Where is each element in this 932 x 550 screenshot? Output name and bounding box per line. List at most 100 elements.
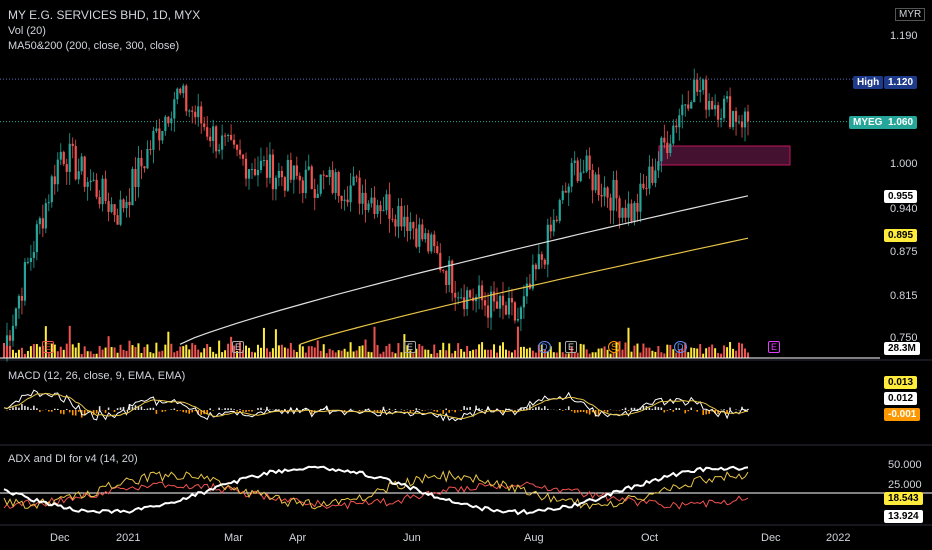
candle <box>385 194 388 211</box>
candle <box>343 199 346 201</box>
candle <box>558 200 561 221</box>
candle <box>185 85 188 112</box>
volume-bar <box>194 344 197 358</box>
macd-histogram-bar <box>170 409 173 410</box>
ma-yellow-value: 0.895 <box>884 229 918 242</box>
volume-bar <box>400 352 403 358</box>
volume-bar <box>579 343 582 358</box>
volume-bar <box>197 349 200 358</box>
volume-bar <box>720 353 723 358</box>
event-marker[interactable]: E <box>232 341 245 353</box>
time-label: 2021 <box>116 532 141 544</box>
candle <box>80 156 83 172</box>
candle <box>244 158 248 179</box>
macd-histogram-bar <box>343 410 346 413</box>
macd-histogram-bar <box>547 408 549 410</box>
volume-bar <box>552 352 555 358</box>
volume-bar <box>182 346 185 358</box>
event-marker[interactable]: S <box>608 341 621 353</box>
macd-histogram-bar <box>304 408 307 410</box>
macd-histogram-bar <box>12 407 14 410</box>
candle <box>286 159 289 191</box>
time-label: Aug <box>524 532 544 544</box>
candle <box>292 165 295 180</box>
volume-bar <box>283 347 286 358</box>
volume-bar <box>534 352 537 358</box>
volume-bar <box>621 349 624 358</box>
candle <box>546 224 549 265</box>
macd-histogram-bar <box>454 410 456 413</box>
volume-bar <box>242 350 245 358</box>
signal-line <box>3 393 749 420</box>
volume-bar <box>666 344 669 358</box>
candle <box>612 179 615 211</box>
candle <box>307 166 310 170</box>
volume-bar <box>412 353 415 358</box>
volume-bar <box>409 350 412 358</box>
candle <box>209 136 212 141</box>
macd-histogram-bar <box>624 407 627 410</box>
macd-histogram-bar <box>630 407 633 410</box>
volume-bar <box>669 344 672 358</box>
adx-di-value: 18.543 <box>884 492 923 505</box>
macd-histogram-bar <box>702 410 704 415</box>
candle <box>600 194 603 197</box>
event-marker[interactable]: D <box>674 341 687 353</box>
price-tick: 1.000 <box>890 158 918 170</box>
volume-bar <box>256 344 259 358</box>
volume-bar <box>340 350 343 358</box>
candle <box>280 170 283 178</box>
candle <box>469 290 472 298</box>
macd-histogram-bar <box>239 409 241 410</box>
volume-bar <box>391 351 394 358</box>
macd-histogram-bar <box>24 405 26 410</box>
candle <box>131 168 134 206</box>
candle <box>119 199 122 225</box>
macd-histogram-bar <box>36 408 38 410</box>
candle <box>86 182 89 187</box>
volume-bar <box>38 346 41 358</box>
volume-bar <box>597 348 600 358</box>
candle <box>224 135 227 137</box>
event-marker[interactable]: D <box>538 341 551 353</box>
candle <box>274 177 278 190</box>
candle <box>101 178 104 205</box>
event-marker[interactable]: E <box>42 341 55 353</box>
candle <box>684 104 687 106</box>
candle <box>125 201 128 209</box>
volume-bar <box>343 348 346 358</box>
volume-bar <box>591 352 594 358</box>
time-label: Apr <box>289 532 307 544</box>
volume-bar <box>510 352 513 358</box>
macd-histogram-bar <box>293 410 295 412</box>
macd-histogram-bar <box>654 406 657 410</box>
volume-bar <box>588 353 591 358</box>
volume-bar <box>29 346 32 358</box>
event-marker[interactable]: E <box>565 341 578 353</box>
event-marker[interactable]: E <box>404 341 417 353</box>
macd-histogram-bar <box>155 410 158 414</box>
candle <box>397 206 400 227</box>
macd-histogram-bar <box>149 407 152 410</box>
candle <box>421 224 424 240</box>
volume-bar <box>448 343 451 358</box>
macd-histogram-bar <box>618 410 621 411</box>
volume-bar <box>732 348 735 358</box>
volume-bar <box>627 327 630 358</box>
volume-bar <box>573 351 576 358</box>
volume-bar <box>699 344 702 358</box>
macd-histogram-bar <box>687 410 690 412</box>
candle <box>660 137 663 162</box>
macd-histogram-bar <box>128 404 131 410</box>
currency-badge[interactable]: MYR <box>895 8 926 21</box>
volume-bar <box>487 349 490 358</box>
price-tick: 0.940 <box>890 203 918 215</box>
event-marker[interactable]: E <box>768 341 781 353</box>
volume-value: 28.3M <box>884 342 920 355</box>
candle <box>253 169 257 176</box>
candle <box>14 308 18 326</box>
macd-histogram-bar <box>394 409 397 410</box>
volume-bar <box>576 352 579 358</box>
volume-bar <box>603 346 606 358</box>
